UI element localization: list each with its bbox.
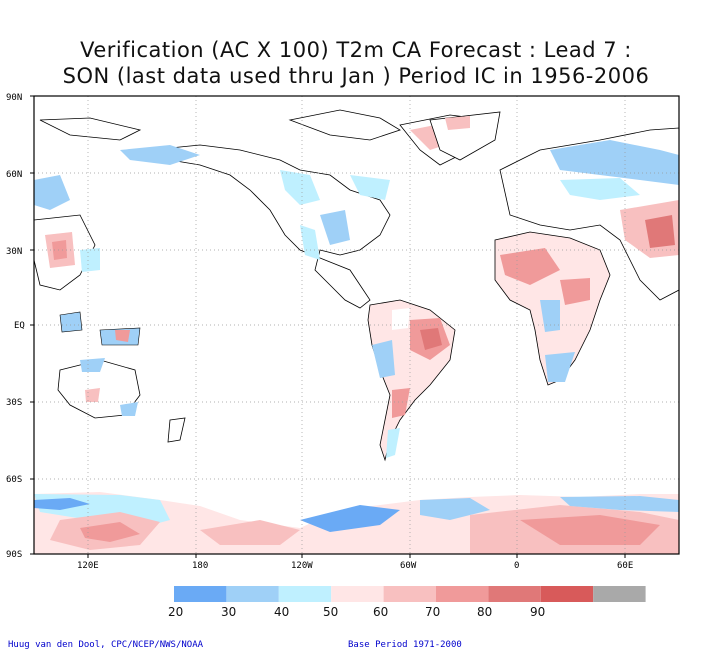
north-america — [148, 144, 391, 309]
lon-label-60e: 60E — [617, 561, 634, 571]
lon-label-120e: 120E — [77, 561, 99, 571]
credit-base-period: Base Period 1971-2000 — [348, 640, 462, 650]
title-line-1: Verification (AC X 100) T2m CA Forecast … — [80, 38, 632, 62]
colorbar-swatch-6 — [488, 586, 541, 602]
colorbar-swatch-0 — [174, 586, 227, 602]
lon-label-120w: 120W — [291, 561, 313, 571]
lat-label-90n: 90N — [6, 93, 23, 103]
colorbar — [174, 586, 646, 602]
colorbar-label-40: 40 — [274, 605, 290, 619]
lat-label-30n: 30N — [6, 247, 23, 257]
colorbar-swatch-8 — [593, 586, 646, 602]
lon-label-180: 180 — [192, 561, 209, 571]
lon-label-0: 0 — [514, 561, 520, 571]
colorbar-swatch-1 — [226, 586, 279, 602]
colorbar-swatch-5 — [436, 586, 489, 602]
credit-author: Huug van den Dool, CPC/NCEP/NWS/NOAA — [8, 640, 204, 650]
lat-label-eq: EQ — [14, 321, 25, 331]
colorbar-label-20: 20 — [168, 605, 184, 619]
lat-label-60s: 60S — [6, 475, 23, 485]
colorbar-label-70: 70 — [425, 605, 441, 619]
colorbar-swatch-4 — [383, 586, 436, 602]
title-line-2: SON (last data used thru Jan ) Period IC… — [62, 64, 650, 88]
colorbar-swatch-3 — [331, 586, 384, 602]
colorbar-swatch-7 — [540, 586, 594, 602]
colorbar-label-80: 80 — [477, 605, 493, 619]
colorbar-label-60: 60 — [373, 605, 389, 619]
colorbar-label-30: 30 — [221, 605, 237, 619]
colorbar-label-50: 50 — [323, 605, 339, 619]
lat-label-90s: 90S — [6, 550, 23, 560]
colorbar-label-90: 90 — [530, 605, 546, 619]
colorbar-swatch-2 — [278, 586, 332, 602]
lat-label-30s: 30S — [6, 398, 23, 408]
lon-label-60w: 60W — [400, 561, 417, 571]
lat-label-60n: 60N — [6, 170, 23, 180]
